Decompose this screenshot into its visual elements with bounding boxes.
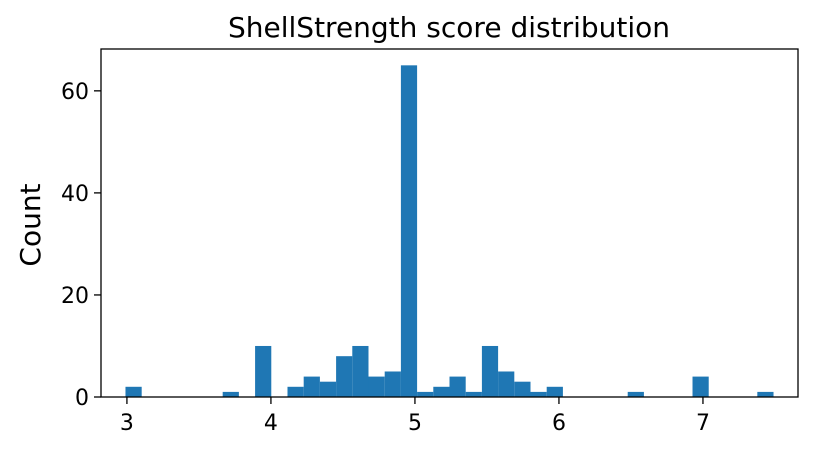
x-tick-label: 6 xyxy=(552,411,566,436)
histogram-bar xyxy=(125,386,142,397)
histogram-bar xyxy=(417,391,434,397)
x-tick-label: 5 xyxy=(408,411,422,436)
histogram-bar xyxy=(400,65,418,398)
histogram-bar xyxy=(352,345,369,397)
histogram-bar xyxy=(384,371,401,397)
x-tick-label: 7 xyxy=(696,411,710,436)
histogram-bar xyxy=(692,376,709,397)
histogram-bar xyxy=(498,371,515,397)
x-tick-label: 4 xyxy=(264,411,278,436)
histogram-bar xyxy=(368,376,385,397)
histogram-bar xyxy=(433,386,450,397)
histogram-bar xyxy=(303,376,320,397)
histogram-bar xyxy=(222,391,239,397)
y-tick-label: 60 xyxy=(61,80,89,105)
histogram-bar xyxy=(627,391,644,397)
histogram-bar xyxy=(481,345,499,397)
histogram-bar xyxy=(465,391,482,397)
bars-group xyxy=(125,65,774,398)
histogram-bar xyxy=(255,345,272,397)
y-axis-label: Count xyxy=(14,183,47,266)
x-tick-label: 3 xyxy=(120,411,134,436)
y-ticks-group: 0 20 40 60 xyxy=(61,80,101,411)
histogram-bar xyxy=(546,386,563,397)
plot-frame xyxy=(100,48,799,398)
chart-title: ShellStrength score distribution xyxy=(228,11,670,44)
histogram-bar xyxy=(287,386,304,397)
histogram-bar xyxy=(530,391,547,397)
y-tick-label: 20 xyxy=(61,284,89,309)
histogram-bar xyxy=(757,391,774,397)
histogram-bar xyxy=(514,381,531,397)
histogram-bar xyxy=(449,376,466,397)
histogram-bar xyxy=(319,381,337,397)
y-tick-label: 0 xyxy=(75,386,89,411)
y-tick-label: 40 xyxy=(61,182,89,207)
x-ticks-group: 3 4 5 6 7 xyxy=(120,397,710,436)
histogram-bar xyxy=(336,356,353,397)
